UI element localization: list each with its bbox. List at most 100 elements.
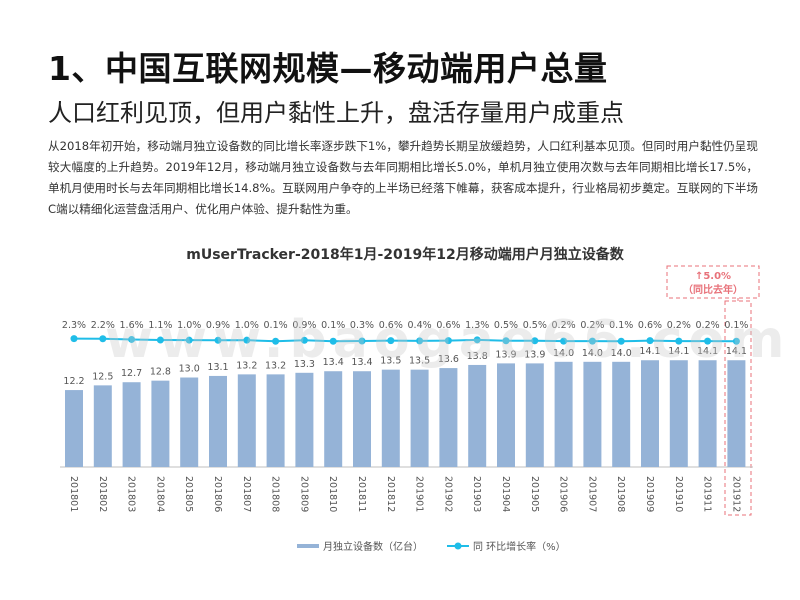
rate-label-201803: 1.6%: [120, 320, 144, 331]
rate-label-201811: 0.3%: [350, 320, 374, 331]
slide-subtitle: 人口红利见顶，但用户黏性上升，盘活存量用户成重点: [48, 99, 624, 127]
rate-point-201802: [99, 335, 107, 343]
bar-201812: [381, 369, 400, 467]
bar-201911: [698, 360, 717, 467]
rate-label-201911: 0.2%: [696, 320, 720, 331]
bar-label-201803: 12.7: [121, 368, 142, 379]
rate-point-201910: [675, 337, 683, 345]
rate-label-201804: 1.1%: [148, 320, 172, 331]
rate-label-201806: 0.9%: [206, 320, 230, 331]
bar-label-201906: 14.0: [553, 348, 574, 359]
bar-201910: [669, 360, 688, 467]
rate-label-201905: 0.5%: [523, 320, 547, 331]
x-tick-201809: 201809: [298, 476, 309, 512]
rate-label-201802: 2.2%: [91, 320, 115, 331]
bar-201906: [554, 361, 573, 467]
rate-label-201907: 0.2%: [580, 320, 604, 331]
rate-point-201803: [128, 335, 136, 343]
rate-label-201810: 0.1%: [321, 320, 345, 331]
bar-label-201804: 12.8: [150, 367, 171, 378]
bar-201804: [151, 380, 170, 467]
x-tick-201812: 201812: [385, 476, 396, 512]
rate-point-201902: [444, 337, 452, 345]
rate-label-201807: 1.0%: [235, 320, 259, 331]
rate-point-201806: [214, 336, 222, 344]
rate-point-201807: [243, 336, 251, 344]
rate-label-201906: 0.2%: [552, 320, 576, 331]
watermark: www.baogao66.com: [105, 310, 791, 370]
rate-label-201903: 1.3%: [465, 320, 489, 331]
rate-label-201909: 0.6%: [638, 320, 662, 331]
bar-201810: [324, 371, 343, 467]
x-tick-201803: 201803: [126, 476, 137, 512]
rate-point-201810: [329, 337, 337, 345]
bar-label-201807: 13.2: [236, 360, 257, 371]
bar-label-201911: 14.1: [697, 346, 718, 357]
rate-point-201907: [588, 337, 596, 345]
bar-201912: [727, 360, 746, 467]
rate-label-201805: 1.0%: [177, 320, 201, 331]
x-tick-201911: 201911: [702, 476, 713, 512]
bar-201808: [266, 374, 285, 467]
x-tick-201805: 201805: [183, 476, 194, 512]
bar-label-201912: 14.1: [726, 346, 747, 357]
x-tick-201802: 201802: [97, 476, 108, 512]
legend-bar-swatch: [297, 544, 319, 548]
bar-label-201812: 13.5: [380, 356, 401, 367]
bar-201801: [65, 390, 83, 467]
bar-label-201902: 13.6: [438, 354, 459, 365]
bar-201902: [439, 368, 458, 467]
rate-point-201903: [473, 336, 481, 344]
slide-title: 1、中国互联网规模—移动端用户总量: [48, 49, 608, 88]
slide-paragraph: 从2018年初开始，移动端月独立设备数的同比增长率逐步跌下1%，攀升趋势长期呈放…: [48, 139, 758, 216]
x-tick-201811: 201811: [356, 476, 367, 512]
bar-201809: [295, 372, 314, 467]
bar-201903: [468, 364, 487, 467]
rate-label-201908: 0.1%: [609, 320, 633, 331]
rate-point-201906: [560, 337, 568, 345]
x-tick-201906: 201906: [558, 476, 569, 512]
rate-point-201808: [272, 337, 280, 345]
x-tick-201902: 201902: [442, 476, 453, 512]
x-tick-201912: 201912: [730, 476, 741, 512]
highlight-box: [724, 300, 752, 516]
x-tick-201808: 201808: [270, 476, 281, 512]
chart-title: mUserTracker-2018年1月-2019年12月移动端用户月独立设备数: [186, 246, 624, 263]
bar-201802: [93, 385, 112, 467]
x-tick-201804: 201804: [154, 476, 165, 512]
bar-label-201904: 13.9: [495, 349, 516, 360]
x-tick-201903: 201903: [471, 476, 482, 512]
x-tick-201909: 201909: [644, 476, 655, 512]
legend-line-marker: [454, 542, 462, 550]
rate-label-201904: 0.5%: [494, 320, 518, 331]
bar-201805: [180, 377, 199, 467]
rate-label-201901: 0.4%: [408, 320, 432, 331]
rate-point-201909: [646, 337, 654, 345]
x-tick-201807: 201807: [241, 476, 252, 512]
bar-201909: [641, 360, 659, 467]
bar-label-201802: 12.5: [92, 371, 113, 382]
bar-label-201901: 13.5: [409, 356, 430, 367]
rate-point-201804: [156, 336, 164, 344]
bar-label-201805: 13.0: [179, 364, 200, 375]
bar-201806: [209, 375, 227, 467]
bar-label-201808: 13.2: [265, 360, 286, 371]
bar-label-201910: 14.1: [668, 346, 689, 357]
bar-label-201810: 13.4: [323, 357, 344, 368]
bar-201807: [237, 374, 256, 467]
bar-label-201811: 13.4: [351, 357, 372, 368]
bar-201905: [525, 363, 544, 467]
rate-point-201904: [502, 337, 510, 345]
x-tick-201910: 201910: [673, 476, 684, 512]
x-tick-201905: 201905: [529, 476, 540, 512]
rate-label-201801: 2.3%: [62, 320, 86, 331]
rate-label-201808: 0.1%: [264, 320, 288, 331]
bar-label-201903: 13.8: [467, 351, 488, 362]
bar-label-201806: 13.1: [207, 362, 228, 373]
bar-201908: [612, 361, 631, 467]
rate-label-201809: 0.9%: [292, 320, 316, 331]
rate-point-201811: [358, 337, 366, 345]
bar-label-201905: 13.9: [524, 349, 545, 360]
x-tick-201806: 201806: [212, 476, 223, 512]
